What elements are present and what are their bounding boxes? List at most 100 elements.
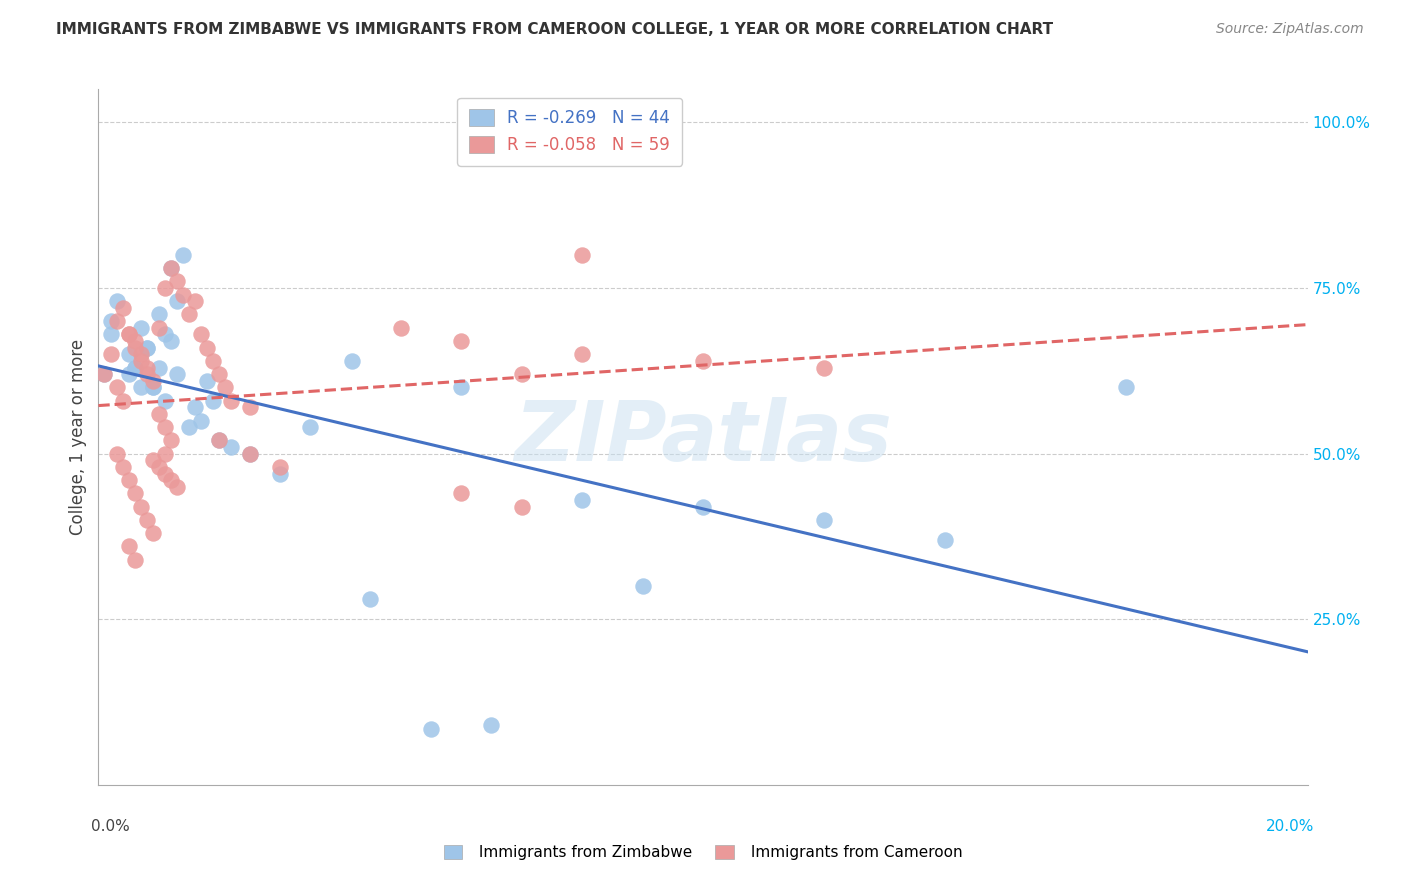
Point [360,592,382,607]
Point [692,500,714,514]
Point [142,453,165,467]
Point [202,393,225,408]
Point [510,500,533,514]
Point [172,248,194,262]
Point [135,341,157,355]
Point [208,434,231,448]
Point [118,327,141,342]
Point [160,261,183,276]
Point [166,294,188,309]
Point [135,513,157,527]
Point [135,360,157,375]
Point [105,294,128,309]
Legend:  Immigrants from Zimbabwe,  Immigrants from Cameroon: Immigrants from Zimbabwe, Immigrants fro… [437,839,969,866]
Point [142,380,165,394]
Point [179,420,201,434]
Point [166,367,188,381]
Point [129,380,152,394]
Point [221,440,243,454]
Point [208,367,231,381]
Point [571,493,593,508]
Point [124,334,146,348]
Point [195,341,218,355]
Point [111,301,134,315]
Point [239,401,262,415]
Point [202,354,225,368]
Text: Source: ZipAtlas.com: Source: ZipAtlas.com [1216,22,1364,37]
Point [269,459,291,474]
Point [129,354,152,368]
Point [124,486,146,500]
Point [450,380,472,394]
Point [813,360,835,375]
Point [214,380,236,394]
Point [142,526,165,541]
Point [100,327,122,342]
Point [239,447,262,461]
Point [118,473,141,487]
Point [813,513,835,527]
Point [692,354,714,368]
Point [129,320,152,334]
Point [124,341,146,355]
Text: IMMIGRANTS FROM ZIMBABWE VS IMMIGRANTS FROM CAMEROON COLLEGE, 1 YEAR OR MORE COR: IMMIGRANTS FROM ZIMBABWE VS IMMIGRANTS F… [56,22,1053,37]
Point [184,401,207,415]
Point [160,334,183,348]
Point [93,367,115,381]
Point [190,413,212,427]
Point [111,459,134,474]
Point [221,393,243,408]
Point [118,367,141,381]
Point [184,294,207,309]
Point [129,347,152,361]
Point [148,360,170,375]
Point [631,579,654,593]
Point [153,281,176,295]
Point [118,347,141,361]
Point [571,248,593,262]
Point [153,393,176,408]
Point [100,347,122,361]
Point [148,459,170,474]
Point [1115,380,1137,394]
Point [166,274,188,288]
Point [571,347,593,361]
Point [195,374,218,388]
Point [124,552,146,566]
Point [148,320,170,334]
Legend: R = -0.269   N = 44, R = -0.058   N = 59: R = -0.269 N = 44, R = -0.058 N = 59 [457,97,682,166]
Point [160,473,183,487]
Point [179,308,201,322]
Point [208,434,231,448]
Point [481,718,503,732]
Point [153,420,176,434]
Point [111,393,134,408]
Point [269,467,291,481]
Point [142,374,165,388]
Text: 20.0%: 20.0% [1267,819,1315,834]
Point [450,486,472,500]
Point [100,314,122,328]
Point [105,314,128,328]
Point [135,341,157,355]
Point [166,480,188,494]
Point [510,367,533,381]
Point [342,354,364,368]
Point [153,447,176,461]
Point [118,540,141,554]
Text: 0.0%: 0.0% [91,819,131,834]
Point [105,380,128,394]
Point [160,261,183,276]
Point [124,360,146,375]
Y-axis label: College, 1 year or more: College, 1 year or more [69,339,87,535]
Point [124,360,146,375]
Point [934,533,956,547]
Point [450,334,472,348]
Point [299,420,322,434]
Point [148,407,170,421]
Point [93,367,115,381]
Point [129,500,152,514]
Point [190,327,212,342]
Point [135,367,157,381]
Point [153,327,176,342]
